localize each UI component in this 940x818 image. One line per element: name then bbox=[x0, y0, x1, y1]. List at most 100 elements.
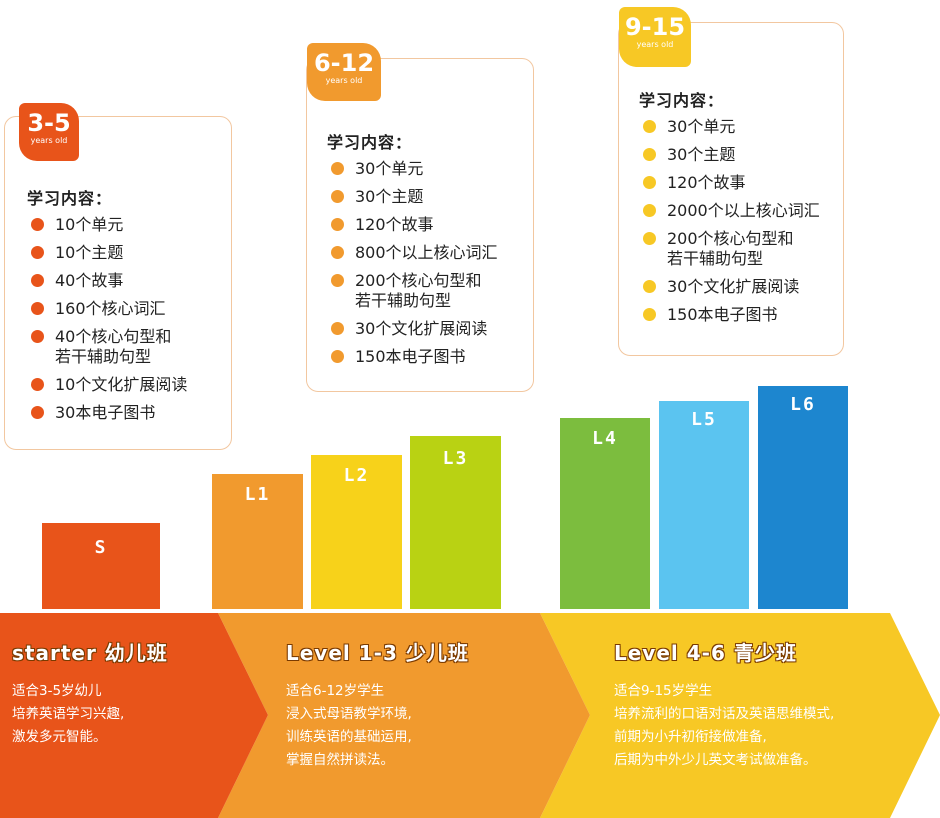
level-bar-l6: L6 bbox=[758, 386, 848, 609]
desc-line: 培养流利的口语对话及英语思维模式, bbox=[614, 706, 835, 722]
card-title: 学习内容： bbox=[27, 189, 113, 208]
band-desc-starter: 适合3-5岁幼儿 培养英语学习兴趣, 激发多元智能。 bbox=[12, 680, 124, 749]
age-unit: years old bbox=[636, 40, 674, 49]
list-item: 30个主题 bbox=[329, 187, 533, 207]
list-item: 120个故事 bbox=[329, 215, 533, 235]
list-item-text: 40个核心句型和 若干辅助句型 bbox=[55, 327, 172, 366]
level-bar-l2: L2 bbox=[311, 455, 402, 609]
desc-line: 适合3-5岁幼儿 bbox=[12, 683, 102, 699]
bullet-dot-icon bbox=[643, 176, 656, 189]
band-shape-level-4-6 bbox=[540, 613, 940, 818]
card-level-4-6: 9-15 years old 学习内容： 30个单元 30个主题 120个故事 200… bbox=[618, 7, 845, 356]
level-bar-s: S bbox=[42, 523, 160, 609]
bullet-dot-icon bbox=[31, 406, 44, 419]
level-label: L6 bbox=[790, 394, 816, 415]
age-range: 6-12 bbox=[313, 49, 375, 77]
bullet-dot-icon bbox=[331, 274, 344, 287]
list-item-text: 30个主题 bbox=[355, 187, 424, 206]
bullet-dot-icon bbox=[331, 350, 344, 363]
list-item: 200个核心句型和 若干辅助句型 bbox=[329, 271, 533, 311]
content-list: 10个单元 10个主题 40个故事 160个核心词汇 40个核心句型和 若干辅助句型 10… bbox=[29, 215, 229, 431]
list-item-text: 160个核心词汇 bbox=[55, 299, 166, 318]
bullet-dot-icon bbox=[331, 246, 344, 259]
level-label: L3 bbox=[442, 448, 469, 469]
list-item: 30本电子图书 bbox=[29, 403, 229, 423]
bullet-dot-icon bbox=[31, 378, 44, 391]
age-badge-level-4-6: 9-15 years old bbox=[619, 7, 691, 67]
list-item: 30个单元 bbox=[329, 159, 533, 179]
list-item-text: 120个故事 bbox=[355, 215, 434, 234]
list-item: 200个核心句型和 若干辅助句型 bbox=[641, 229, 845, 269]
list-item-text: 200个核心句型和 若干辅助句型 bbox=[667, 229, 794, 268]
arrow-bands bbox=[0, 613, 940, 818]
bullet-dot-icon bbox=[643, 204, 656, 217]
age-unit: years old bbox=[325, 76, 363, 85]
desc-line: 适合6-12岁学生 bbox=[286, 683, 385, 699]
band-desc-level-1-3: 适合6-12岁学生 浸入式母语教学环境, 训练英语的基础运用, 掌握自然拼读法。 bbox=[286, 680, 412, 772]
level-label: L4 bbox=[592, 428, 618, 449]
desc-line: 浸入式母语教学环境, bbox=[286, 706, 412, 722]
level-bar-l5: L5 bbox=[659, 401, 749, 609]
level-bar-l1: L1 bbox=[212, 474, 303, 609]
card-starter: 3-5 years old 学习内容： 10个单元 10个主题 40个故事 160个核… bbox=[4, 103, 232, 450]
list-item-text: 10个单元 bbox=[55, 215, 124, 234]
content-list: 30个单元 30个主题 120个故事 800个以上核心词汇 200个核心句型和 若干辅助… bbox=[329, 159, 533, 375]
bullet-dot-icon bbox=[331, 218, 344, 231]
content-list: 30个单元 30个主题 120个故事 2000个以上核心词汇 200个核心句型和 若干辅… bbox=[641, 117, 845, 333]
list-item: 800个以上核心词汇 bbox=[329, 243, 533, 263]
desc-line: 适合9-15岁学生 bbox=[614, 683, 713, 699]
bullet-dot-icon bbox=[31, 330, 44, 343]
card-level-1-3: 6-12 years old 学习内容： 30个单元 30个主题 120个故事 800… bbox=[306, 43, 534, 392]
bullet-dot-icon bbox=[331, 162, 344, 175]
list-item-text: 150本电子图书 bbox=[667, 305, 778, 324]
level-label: S bbox=[94, 537, 108, 558]
list-item: 30个主题 bbox=[641, 145, 845, 165]
list-item: 160个核心词汇 bbox=[29, 299, 229, 319]
bullet-dot-icon bbox=[643, 308, 656, 321]
list-item-text: 30本电子图书 bbox=[55, 403, 156, 422]
age-range: 3-5 bbox=[27, 109, 71, 137]
band-title-level-1-3: Level 1-3 少儿班 bbox=[286, 641, 469, 665]
bullet-dot-icon bbox=[331, 190, 344, 203]
list-item: 30个单元 bbox=[641, 117, 845, 137]
card-title: 学习内容： bbox=[327, 133, 413, 152]
list-item: 2000个以上核心词汇 bbox=[641, 201, 845, 221]
bullet-dot-icon bbox=[643, 120, 656, 133]
age-range: 9-15 bbox=[624, 13, 686, 41]
level-bar-l4: L4 bbox=[560, 418, 650, 609]
list-item: 150本电子图书 bbox=[329, 347, 533, 367]
list-item: 40个核心句型和 若干辅助句型 bbox=[29, 327, 229, 367]
desc-line: 后期为中外少儿英文考试做准备。 bbox=[614, 752, 817, 768]
card-title: 学习内容： bbox=[639, 91, 725, 110]
bullet-dot-icon bbox=[643, 232, 656, 245]
band-title-starter: starter 幼儿班 bbox=[12, 641, 168, 665]
list-item-text: 200个核心句型和 若干辅助句型 bbox=[355, 271, 482, 310]
level-bar-l3: L3 bbox=[410, 436, 501, 609]
bullet-dot-icon bbox=[331, 322, 344, 335]
list-item-text: 10个主题 bbox=[55, 243, 124, 262]
level-label: L5 bbox=[691, 409, 717, 430]
list-item-text: 800个以上核心词汇 bbox=[355, 243, 498, 262]
bullet-dot-icon bbox=[31, 246, 44, 259]
bullet-dot-icon bbox=[31, 274, 44, 287]
list-item-text: 30个文化扩展阅读 bbox=[667, 277, 800, 296]
list-item: 30个文化扩展阅读 bbox=[641, 277, 845, 297]
desc-line: 激发多元智能。 bbox=[12, 729, 107, 745]
list-item-text: 30个单元 bbox=[667, 117, 736, 136]
bullet-dot-icon bbox=[31, 302, 44, 315]
list-item-text: 40个故事 bbox=[55, 271, 124, 290]
age-unit: years old bbox=[30, 136, 68, 145]
band-desc-level-4-6: 适合9-15岁学生 培养流利的口语对话及英语思维模式, 前期为小升初衔接做准备,… bbox=[614, 680, 834, 772]
list-item-text: 30个单元 bbox=[355, 159, 424, 178]
list-item: 150本电子图书 bbox=[641, 305, 845, 325]
list-item-text: 30个主题 bbox=[667, 145, 736, 164]
list-item-text: 2000个以上核心词汇 bbox=[667, 201, 820, 220]
level-label: L1 bbox=[244, 484, 271, 505]
age-badge-level-1-3: 6-12 years old bbox=[307, 43, 381, 101]
list-item: 40个故事 bbox=[29, 271, 229, 291]
list-item: 30个文化扩展阅读 bbox=[329, 319, 533, 339]
age-badge-starter: 3-5 years old bbox=[19, 103, 79, 161]
desc-line: 前期为小升初衔接做准备, bbox=[614, 729, 767, 745]
list-item: 120个故事 bbox=[641, 173, 845, 193]
bullet-dot-icon bbox=[643, 280, 656, 293]
